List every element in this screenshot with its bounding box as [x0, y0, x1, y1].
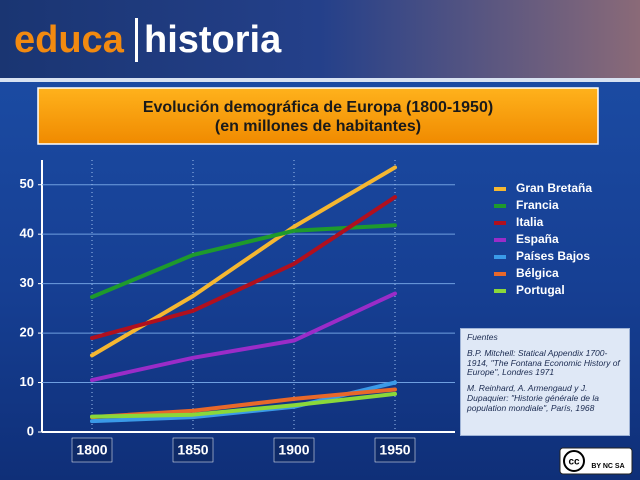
legend-label: Países Bajos	[516, 249, 590, 263]
cc-icon	[563, 450, 585, 472]
brand-left: educa	[14, 19, 125, 61]
x-tick-label: 1900	[278, 442, 309, 458]
x-tick-label: 1800	[76, 442, 107, 458]
x-tick-label: 1950	[379, 442, 410, 458]
header-banner	[0, 0, 640, 78]
y-tick-label: 10	[20, 374, 34, 389]
header-rule	[0, 78, 640, 82]
series-line	[90, 391, 397, 419]
x-tick-box	[172, 437, 214, 463]
series-line	[90, 223, 397, 299]
source-item: M. Reinhard, A. Armengaud y J. Dupaquier…	[467, 383, 600, 413]
title-box	[37, 87, 599, 145]
x-tick-box	[71, 437, 113, 463]
y-tick-label: 50	[20, 176, 34, 191]
chart-subtitle: (en millones de habitantes)	[215, 118, 421, 135]
brand-right: historia	[144, 19, 282, 61]
x-tick-box	[374, 437, 416, 463]
x-tick-label: 1850	[177, 442, 208, 458]
y-tick-label: 0	[27, 423, 34, 438]
brand-separator	[135, 18, 138, 62]
license-terms: BY NC SA	[591, 463, 624, 470]
legend-label: España	[516, 232, 559, 246]
y-tick-label: 20	[20, 325, 34, 340]
sources-box: Fuentes B.P. Mitchell: Statical Appendix…	[460, 328, 630, 436]
legend-label: Gran Bretaña	[516, 181, 592, 195]
chart-title: Evolución demográfica de Europa (1800-19…	[143, 99, 493, 116]
y-tick-label: 30	[20, 275, 34, 290]
source-item: B.P. Mitchell: Statical Appendix 1700-19…	[467, 347, 620, 378]
legend-label: Italia	[516, 215, 544, 229]
series-line	[90, 195, 397, 341]
series-line	[90, 291, 397, 383]
cc-label: cc	[568, 457, 580, 468]
legend-label: Bélgica	[516, 266, 559, 280]
legend-label: Portugal	[516, 283, 565, 297]
legend-label: Francia	[516, 198, 559, 212]
sources-heading: Fuentes	[467, 332, 498, 342]
y-tick-label: 40	[20, 226, 34, 241]
x-tick-box	[273, 437, 315, 463]
